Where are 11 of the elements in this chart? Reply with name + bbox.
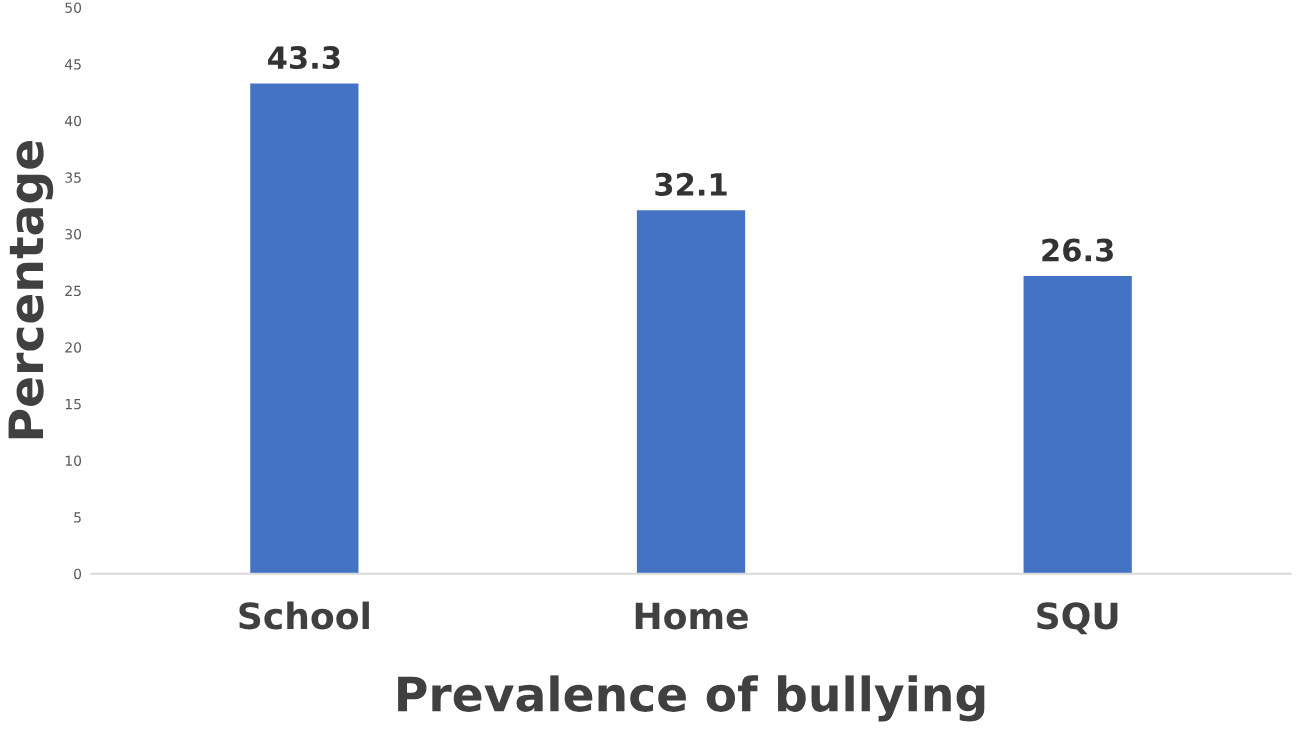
x-tick-label: School [239,601,369,630]
bar [636,210,746,574]
data-label: 26.3 [1042,238,1113,262]
x-axis-title: Prevalence of bullying [398,675,985,722]
bar [250,83,359,574]
x-tick-label: Home [635,602,748,630]
y-axis-title: Percentage [8,141,54,439]
data-label: 32.1 [655,172,727,196]
data-label: 43.3 [268,46,340,70]
bar [1023,275,1132,574]
x-tick-label: SQU [1037,602,1118,635]
